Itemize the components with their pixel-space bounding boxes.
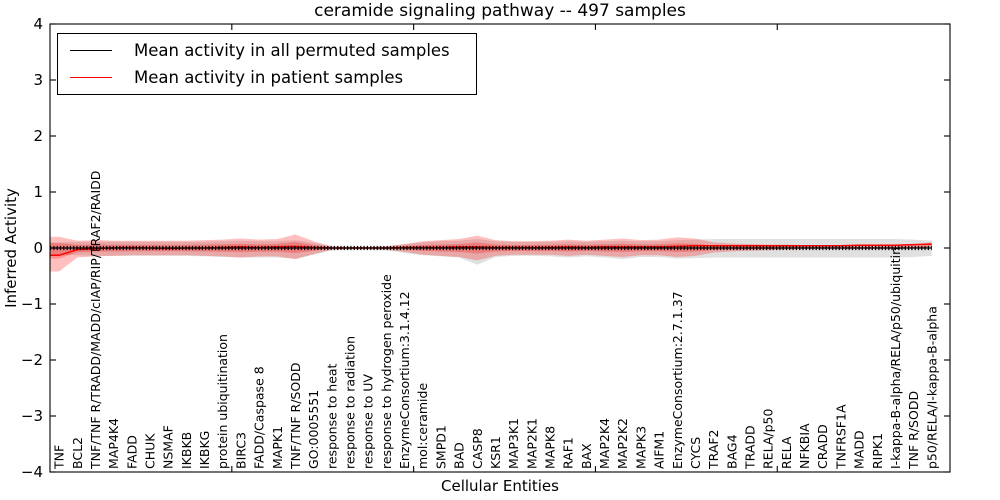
legend-line-patient-icon	[70, 77, 112, 78]
x-tick-label: MAP4K4	[106, 418, 121, 469]
x-tick-label: NSMAF	[161, 425, 176, 469]
x-tick-label: TNF R/SODD	[906, 391, 921, 470]
x-tick-label: MAPK8	[543, 426, 558, 469]
x-tick-label: FADD	[124, 435, 139, 469]
x-tick-label: MAP2K1	[524, 418, 539, 469]
x-tick-label: protein ubiquitination	[215, 334, 230, 469]
x-tick-label: BIRC3	[233, 432, 248, 469]
x-tick-label: TNF	[52, 445, 67, 470]
y-tick-label: −3	[21, 407, 43, 425]
x-tick-label: TNF/TNF R/SODD	[288, 363, 303, 470]
x-tick-label: MAPK1	[270, 426, 285, 469]
x-tick-label: IKBKG	[197, 431, 212, 469]
x-tick-label: TRAF2	[706, 429, 721, 470]
x-tick-label: RAF1	[561, 437, 576, 469]
x-tick-label: TRADD	[743, 425, 758, 470]
x-tick-label: RELA/p50	[761, 409, 776, 469]
x-tick-label: NFKBIA	[797, 423, 812, 469]
x-tick-label: CRADD	[815, 424, 830, 469]
x-tick-label: TNF/TNF R/TRADD/MADD/cIAP/RIP/TRAF2/RAID…	[88, 171, 103, 470]
x-tick-label: AIFM1	[652, 431, 667, 469]
x-tick-label: BAD	[452, 442, 467, 469]
x-tick-label: response to hydrogen peroxide	[379, 274, 394, 469]
legend-row-patient: Mean activity in patient samples	[70, 68, 460, 87]
x-tick-label: EnzymeConsortium:3.1.4.12	[397, 291, 412, 469]
x-tick-label: GO:0005551	[306, 390, 321, 469]
legend-label-permuted: Mean activity in all permuted samples	[134, 41, 450, 60]
legend-line-permuted-icon	[70, 50, 112, 51]
x-axis-title: Cellular Entities	[441, 477, 559, 495]
y-tick-label: −1	[21, 295, 43, 313]
x-tick-label: MADD	[852, 430, 867, 469]
x-tick-label: MAP2K2	[615, 418, 630, 469]
x-tick-label: BCL2	[70, 437, 85, 469]
y-tick-label: 3	[33, 71, 43, 89]
x-tick-label: response to UV	[361, 374, 376, 469]
x-tick-label: BAG4	[724, 434, 739, 469]
legend: Mean activity in all permuted samples Me…	[57, 33, 477, 95]
y-tick-label: −2	[21, 351, 43, 369]
patient-band-outer	[50, 234, 932, 272]
x-tick-label: TNFRSF1A	[833, 404, 848, 470]
x-tick-label: SMPD1	[433, 425, 448, 469]
x-tick-label: IKBKB	[179, 432, 194, 469]
x-tick-label: response to radiation	[343, 336, 358, 469]
chart-title: ceramide signaling pathway -- 497 sample…	[314, 1, 686, 21]
legend-row-permuted: Mean activity in all permuted samples	[70, 41, 460, 60]
x-tick-label: I-kappa-B-alpha/RELA/p50/ubiquitin	[888, 247, 903, 469]
y-axis-title: Inferred Activity	[2, 188, 20, 308]
legend-label-patient: Mean activity in patient samples	[134, 68, 404, 87]
x-tick-label: BAX	[579, 443, 594, 469]
x-tick-label: EnzymeConsortium:2.7.1.37	[670, 291, 685, 469]
x-tick-label: response to heat	[324, 363, 339, 469]
x-tick-label: MAP3K1	[506, 418, 521, 469]
x-tick-label: RELA	[779, 436, 794, 469]
y-tick-label: 2	[33, 127, 43, 145]
x-tick-label: CYCS	[688, 437, 703, 469]
x-tick-label: KSR1	[488, 436, 503, 469]
x-tick-label: MAPK3	[633, 426, 648, 469]
x-tick-label: p50/RELA/I-kappa-B-alpha	[924, 306, 939, 469]
x-tick-label: mol:ceramide	[415, 383, 430, 469]
x-tick-label: RIPK1	[870, 433, 885, 469]
x-tick-label: MAP2K4	[597, 418, 612, 469]
y-tick-label: 0	[33, 239, 43, 257]
y-tick-label: −4	[21, 463, 43, 481]
x-tick-label: CASP8	[470, 428, 485, 469]
x-tick-label: FADD/Caspase 8	[252, 366, 267, 469]
x-tick-label: CHUK	[143, 433, 158, 469]
y-tick-label: 4	[33, 15, 43, 33]
y-tick-label: 1	[33, 183, 43, 201]
